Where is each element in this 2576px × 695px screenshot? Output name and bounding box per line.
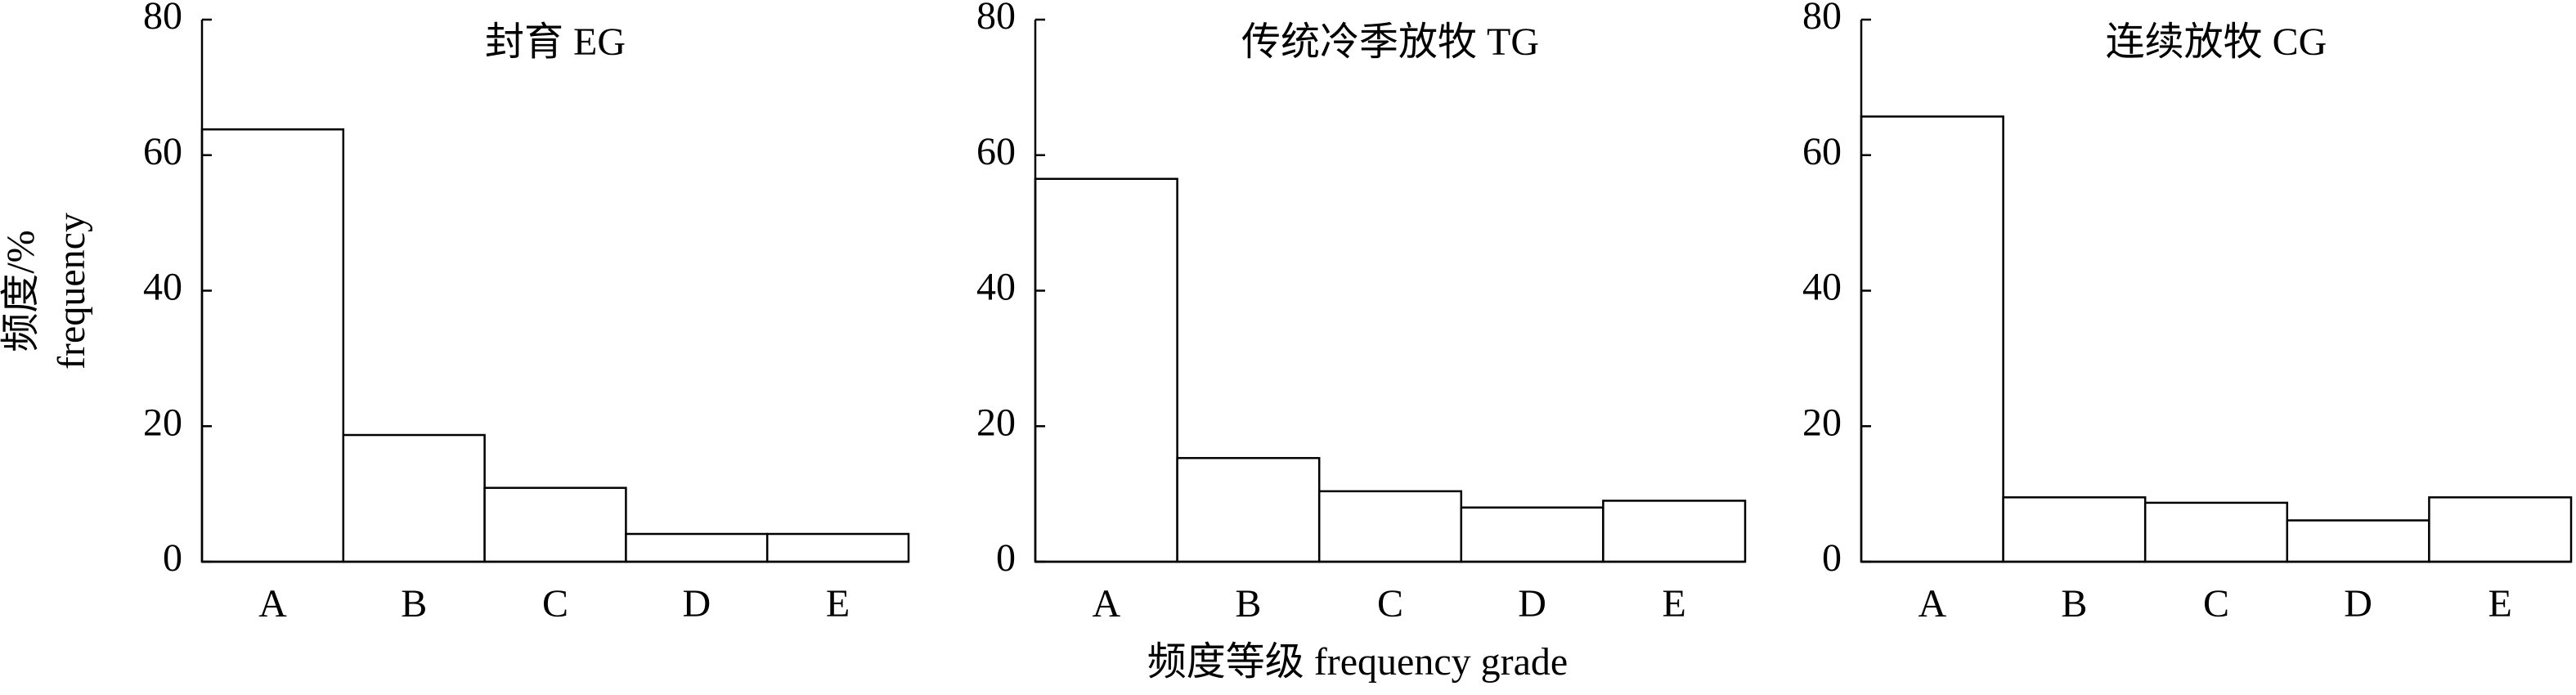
x-tick-label: B bbox=[2061, 582, 2087, 626]
chart-title: 封育 EG bbox=[485, 20, 626, 64]
bar bbox=[342, 433, 486, 563]
x-tick-label: C bbox=[2203, 582, 2229, 626]
y-axis-label: frequency bbox=[50, 213, 93, 370]
x-tick-label: E bbox=[2488, 582, 2512, 626]
chart-title: 传统冷季放牧 TG bbox=[1241, 20, 1539, 64]
bar bbox=[2286, 519, 2430, 563]
x-tick-label: C bbox=[542, 582, 568, 626]
x-tick-label: D bbox=[1518, 582, 1546, 626]
x-tick-label: A bbox=[258, 582, 287, 626]
y-tick-label: 40 bbox=[1802, 266, 1842, 309]
y-tick-label: 0 bbox=[996, 536, 1016, 580]
y-tick-label: 80 bbox=[976, 0, 1016, 38]
bar bbox=[765, 532, 910, 563]
y-tick-label: 20 bbox=[1802, 401, 1842, 444]
bar bbox=[2002, 496, 2147, 563]
x-tick-label: B bbox=[401, 582, 427, 626]
bar bbox=[1317, 490, 1463, 563]
bar bbox=[483, 486, 627, 563]
x-tick-label: A bbox=[1918, 582, 1946, 626]
y-tick-label: 40 bbox=[143, 266, 182, 309]
y-axis-label: 频度/% bbox=[0, 230, 43, 352]
y-tick-label: 40 bbox=[976, 266, 1016, 309]
y-tick-label: 80 bbox=[143, 0, 182, 38]
x-tick-label: B bbox=[1235, 582, 1261, 626]
bar bbox=[1176, 456, 1321, 563]
x-tick-label: D bbox=[682, 582, 711, 626]
x-tick-label: E bbox=[1663, 582, 1686, 626]
y-tick-label: 80 bbox=[1802, 0, 1842, 38]
y-tick-label: 60 bbox=[143, 130, 182, 173]
y-tick-label: 20 bbox=[976, 401, 1016, 444]
x-axis-label: 频度等级 frequency grade bbox=[1147, 640, 1568, 684]
bar bbox=[200, 128, 345, 563]
chart-title: 连续放牧 CG bbox=[2106, 20, 2327, 64]
y-tick-label: 20 bbox=[143, 401, 182, 444]
y-tick-label: 60 bbox=[976, 130, 1016, 173]
y-tick-label: 0 bbox=[163, 536, 182, 580]
x-tick-label: C bbox=[1377, 582, 1403, 626]
x-tick-label: E bbox=[826, 582, 850, 626]
x-tick-label: A bbox=[1092, 582, 1120, 626]
bar bbox=[2428, 496, 2573, 563]
y-tick-label: 60 bbox=[1802, 130, 1842, 173]
bar bbox=[2143, 501, 2289, 563]
bar bbox=[625, 532, 769, 563]
bar bbox=[1034, 177, 1178, 563]
y-tick-label: 0 bbox=[1822, 536, 1842, 580]
bar bbox=[1602, 500, 1747, 563]
bar bbox=[1460, 506, 1604, 563]
bar bbox=[1860, 115, 2004, 563]
x-tick-label: D bbox=[2344, 582, 2372, 626]
